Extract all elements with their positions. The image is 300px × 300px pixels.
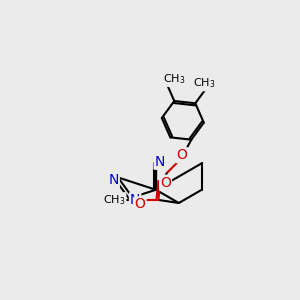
Text: CH$_3$: CH$_3$ (163, 72, 186, 86)
Text: CH$_3$: CH$_3$ (193, 76, 216, 90)
Text: N: N (130, 193, 140, 207)
Text: N: N (154, 155, 165, 169)
Text: O: O (160, 176, 171, 190)
Text: CH$_3$: CH$_3$ (103, 193, 125, 207)
Text: N: N (108, 173, 119, 187)
Text: O: O (135, 197, 146, 212)
Text: O: O (176, 148, 187, 162)
